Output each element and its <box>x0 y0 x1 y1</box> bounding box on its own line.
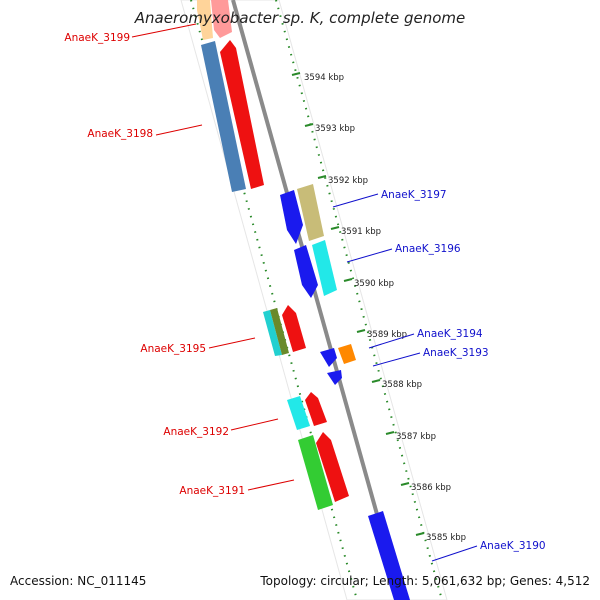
gene-feature[interactable] <box>294 245 318 298</box>
scale-label: 3594 kbp <box>304 73 344 83</box>
genome-backbone <box>231 0 403 600</box>
label-leader <box>208 337 256 349</box>
gene-label[interactable]: AnaeK_3193 <box>423 347 489 359</box>
gene-feature[interactable] <box>320 348 337 367</box>
label-leader <box>368 333 415 349</box>
label-leader <box>131 23 197 38</box>
gene-label[interactable]: AnaeK_3198 <box>87 128 153 140</box>
scale-label: 3590 kbp <box>354 279 394 289</box>
major-tick <box>330 226 340 230</box>
gene-label[interactable]: AnaeK_3192 <box>163 426 229 438</box>
gene-label[interactable]: AnaeK_3195 <box>140 343 206 355</box>
gene-label[interactable]: AnaeK_3197 <box>381 189 447 201</box>
scale-labels: 3594 kbp 3593 kbp 3592 kbp 3591 kbp 3590… <box>304 73 466 543</box>
major-tick <box>356 329 366 333</box>
scale-label: 3592 kbp <box>328 176 368 186</box>
gene-label[interactable]: AnaeK_3191 <box>179 485 245 497</box>
scale-label: 3585 kbp <box>426 533 466 543</box>
gene-label[interactable]: AnaeK_3199 <box>64 32 130 44</box>
gene-label[interactable]: AnaeK_3190 <box>480 540 546 552</box>
gene-label[interactable]: AnaeK_3194 <box>417 328 483 340</box>
major-tick <box>385 431 395 435</box>
gene-feature[interactable] <box>282 305 306 352</box>
gene-label[interactable]: AnaeK_3196 <box>395 243 461 255</box>
right-gene-labels: AnaeK_3197 AnaeK_3196 AnaeK_3194 AnaeK_3… <box>332 189 546 562</box>
gene-feature[interactable] <box>297 184 324 241</box>
major-tick <box>343 278 353 282</box>
gene-feature[interactable] <box>211 0 232 38</box>
major-tick <box>317 175 327 179</box>
page-title: Anaeromyxobacter sp. K, complete genome <box>134 9 466 27</box>
gene-feature[interactable] <box>305 392 327 426</box>
scale-label: 3587 kbp <box>396 432 436 442</box>
scale-label: 3591 kbp <box>341 227 381 237</box>
left-gene-labels: AnaeK_3199 AnaeK_3198 AnaeK_3195 AnaeK_3… <box>64 23 295 497</box>
gene-feature[interactable] <box>270 308 289 355</box>
label-leader <box>332 193 379 208</box>
major-tick <box>400 482 410 486</box>
gene-feature[interactable] <box>298 435 333 510</box>
gene-feature[interactable] <box>197 0 213 40</box>
gene-feature[interactable] <box>312 240 337 296</box>
scale-label: 3593 kbp <box>315 124 355 134</box>
major-tick <box>371 379 381 383</box>
scale-label: 3586 kbp <box>411 483 451 493</box>
gene-feature[interactable] <box>338 344 356 364</box>
gene-feature[interactable] <box>287 396 310 430</box>
label-leader <box>431 545 478 562</box>
major-tick <box>291 72 301 76</box>
gene-feature[interactable] <box>263 310 282 356</box>
label-leader <box>372 352 421 367</box>
topology-label: Topology: circular; Length: 5,061,632 bp… <box>260 574 590 588</box>
major-tick <box>415 532 425 536</box>
gene-feature[interactable] <box>220 40 264 189</box>
gene-feature[interactable] <box>368 511 410 600</box>
gene-feature[interactable] <box>201 41 246 192</box>
label-leader <box>155 124 203 136</box>
accession-label: Accession: NC_011145 <box>10 574 147 588</box>
scale-label: 3589 kbp <box>367 330 407 340</box>
label-leader <box>247 479 295 491</box>
label-leader <box>346 248 393 263</box>
gene-feature[interactable] <box>316 432 349 502</box>
label-leader <box>230 418 279 431</box>
gene-feature[interactable] <box>280 190 303 244</box>
gene-feature[interactable] <box>327 370 342 385</box>
major-tick <box>304 123 314 127</box>
gene-features <box>197 0 410 600</box>
scale-label: 3588 kbp <box>382 380 422 390</box>
major-ticks <box>291 72 425 536</box>
